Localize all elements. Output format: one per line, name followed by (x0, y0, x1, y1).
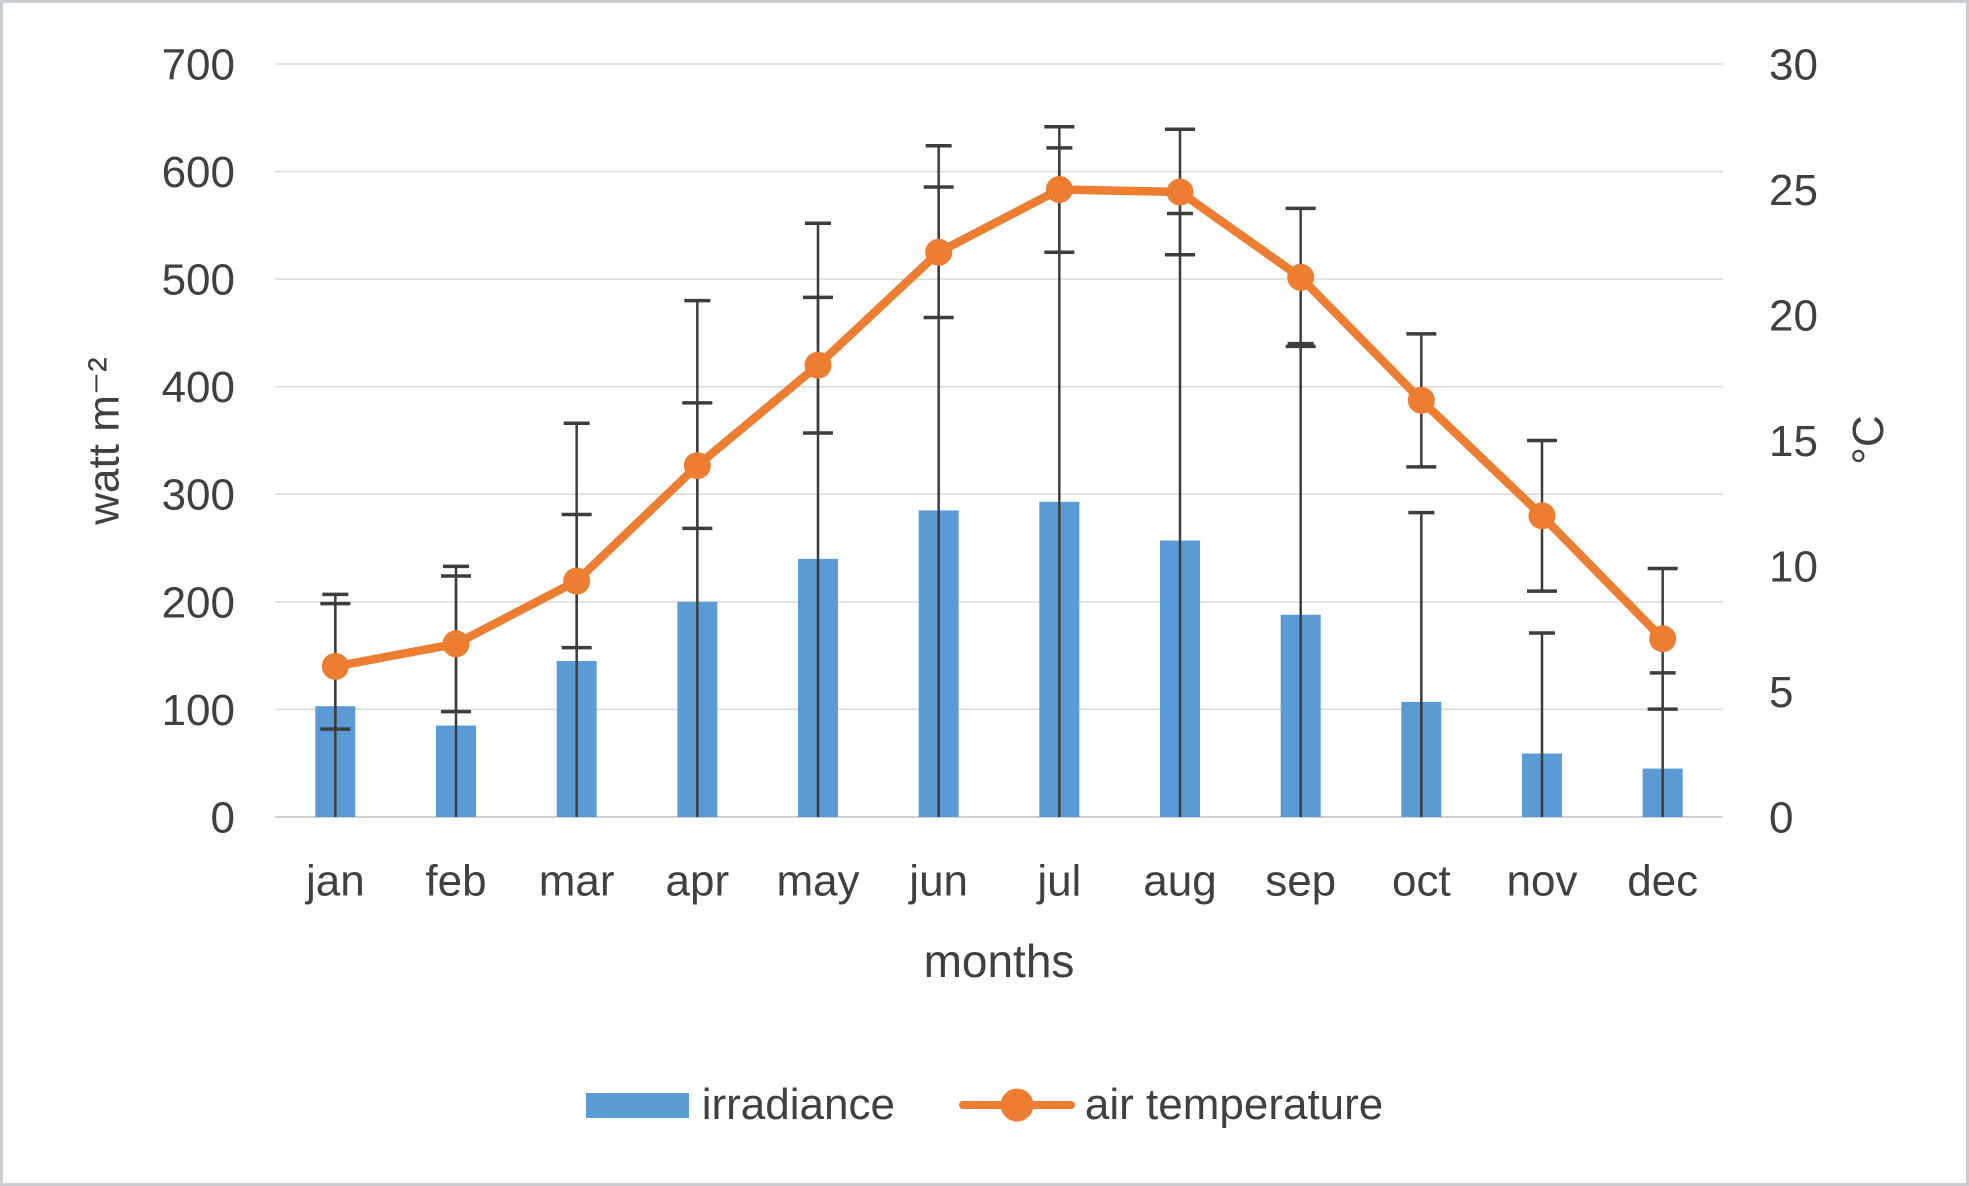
left-axis-tick-label: 0 (211, 793, 235, 842)
x-axis-tick-label: sep (1265, 856, 1336, 905)
legend-irradiance-swatch (585, 1092, 689, 1118)
legend-air-temperature-marker (958, 1088, 1075, 1122)
left-axis-tick-label: 300 (162, 471, 235, 520)
legend-air-temperature-label: air temperature (1084, 1080, 1384, 1129)
right-axis-title: °C (1844, 415, 1893, 465)
air-temperature-line (331, 185, 1667, 671)
right-axis-tick-label: 25 (1769, 166, 1818, 215)
x-axis-tick-label: jul (1035, 856, 1081, 905)
air-temperature-point (563, 567, 591, 595)
x-axis-tick-label: dec (1627, 856, 1698, 905)
air-temperature-point (1287, 263, 1315, 291)
air-temperature-point (1649, 625, 1677, 653)
x-axis-tick-label: may (776, 856, 859, 905)
right-axis-tick-label: 10 (1769, 542, 1818, 591)
air-temperature-point (321, 652, 349, 680)
left-axis-tick-label: 200 (162, 578, 235, 627)
x-axis-tick-label: aug (1143, 856, 1216, 905)
left-axis-tick-label: 100 (162, 686, 235, 735)
x-axis-tick-label: nov (1507, 856, 1578, 905)
right-axis-tick-label: 0 (1769, 793, 1793, 842)
left-axis-tick-label: 700 (162, 40, 235, 89)
right-axis-tick-label: 30 (1769, 40, 1818, 89)
x-axis-tick-label: oct (1392, 856, 1451, 905)
air-temperature-point (683, 452, 711, 480)
right-axis-tick-label: 15 (1769, 417, 1818, 466)
left-axis-tick-label: 600 (162, 148, 235, 197)
air-temperature-point (1407, 386, 1435, 414)
x-axis-tick-label: apr (666, 856, 730, 905)
air-temperature-point (804, 351, 832, 379)
combo-chart: 0 100 200 300 400 500 600 700 0 5 10 15 20 25 30 jan feb… (162, 40, 1818, 905)
air-temperature-point (1528, 502, 1556, 530)
right-axis-tick-label: 5 (1769, 668, 1793, 717)
left-axis-tick-label: 500 (162, 256, 235, 305)
x-axis-tick-label: jan (304, 856, 365, 905)
x-axis-tick-label: feb (425, 856, 486, 905)
left-axis-tick-label: 400 (162, 363, 235, 412)
air-temperature-point (1166, 178, 1194, 206)
x-axis-title: months (923, 935, 1075, 987)
air-temperature-point (1045, 176, 1073, 203)
air-temperature-point (925, 238, 953, 266)
legend-dot-icon (1000, 1088, 1034, 1122)
air-temperature-point (442, 630, 470, 658)
right-axis-tick-label: 20 (1769, 291, 1818, 340)
x-axis-tick-label: jun (907, 856, 968, 905)
legend-irradiance-label: irradiance (701, 1080, 895, 1129)
legend: irradiance air temperature (3, 1083, 1966, 1127)
left-axis-title: watt m⁻² (79, 357, 129, 525)
x-axis-tick-label: mar (539, 856, 615, 905)
